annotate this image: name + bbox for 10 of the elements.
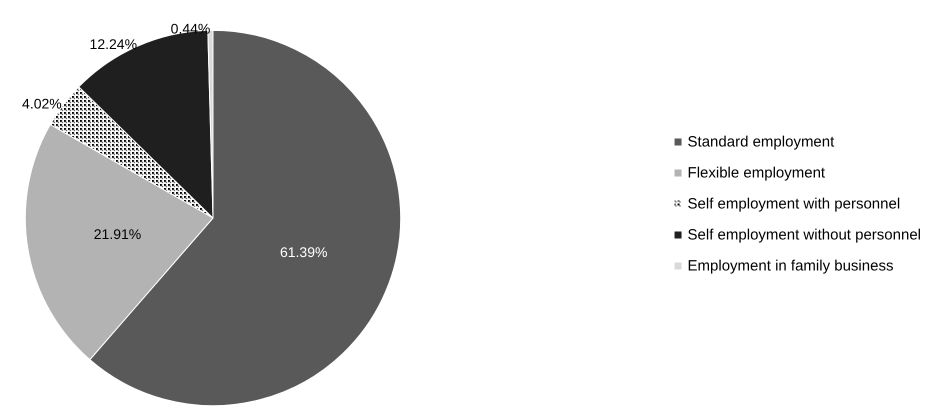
data-label: 61.39%: [280, 244, 328, 260]
legend-label: Employment in family business: [688, 258, 894, 274]
data-label: 4.02%: [22, 96, 62, 112]
legend-label: Self employment without personnel: [688, 226, 922, 244]
data-label: 21.91%: [94, 226, 142, 242]
data-label: 12.24%: [90, 36, 138, 52]
legend-label: Flexible employment: [688, 164, 826, 182]
legend-label: Self employment with personnel: [688, 196, 900, 212]
data-label: 0.44%: [170, 20, 210, 36]
legend-label: Standard employment: [688, 134, 836, 150]
